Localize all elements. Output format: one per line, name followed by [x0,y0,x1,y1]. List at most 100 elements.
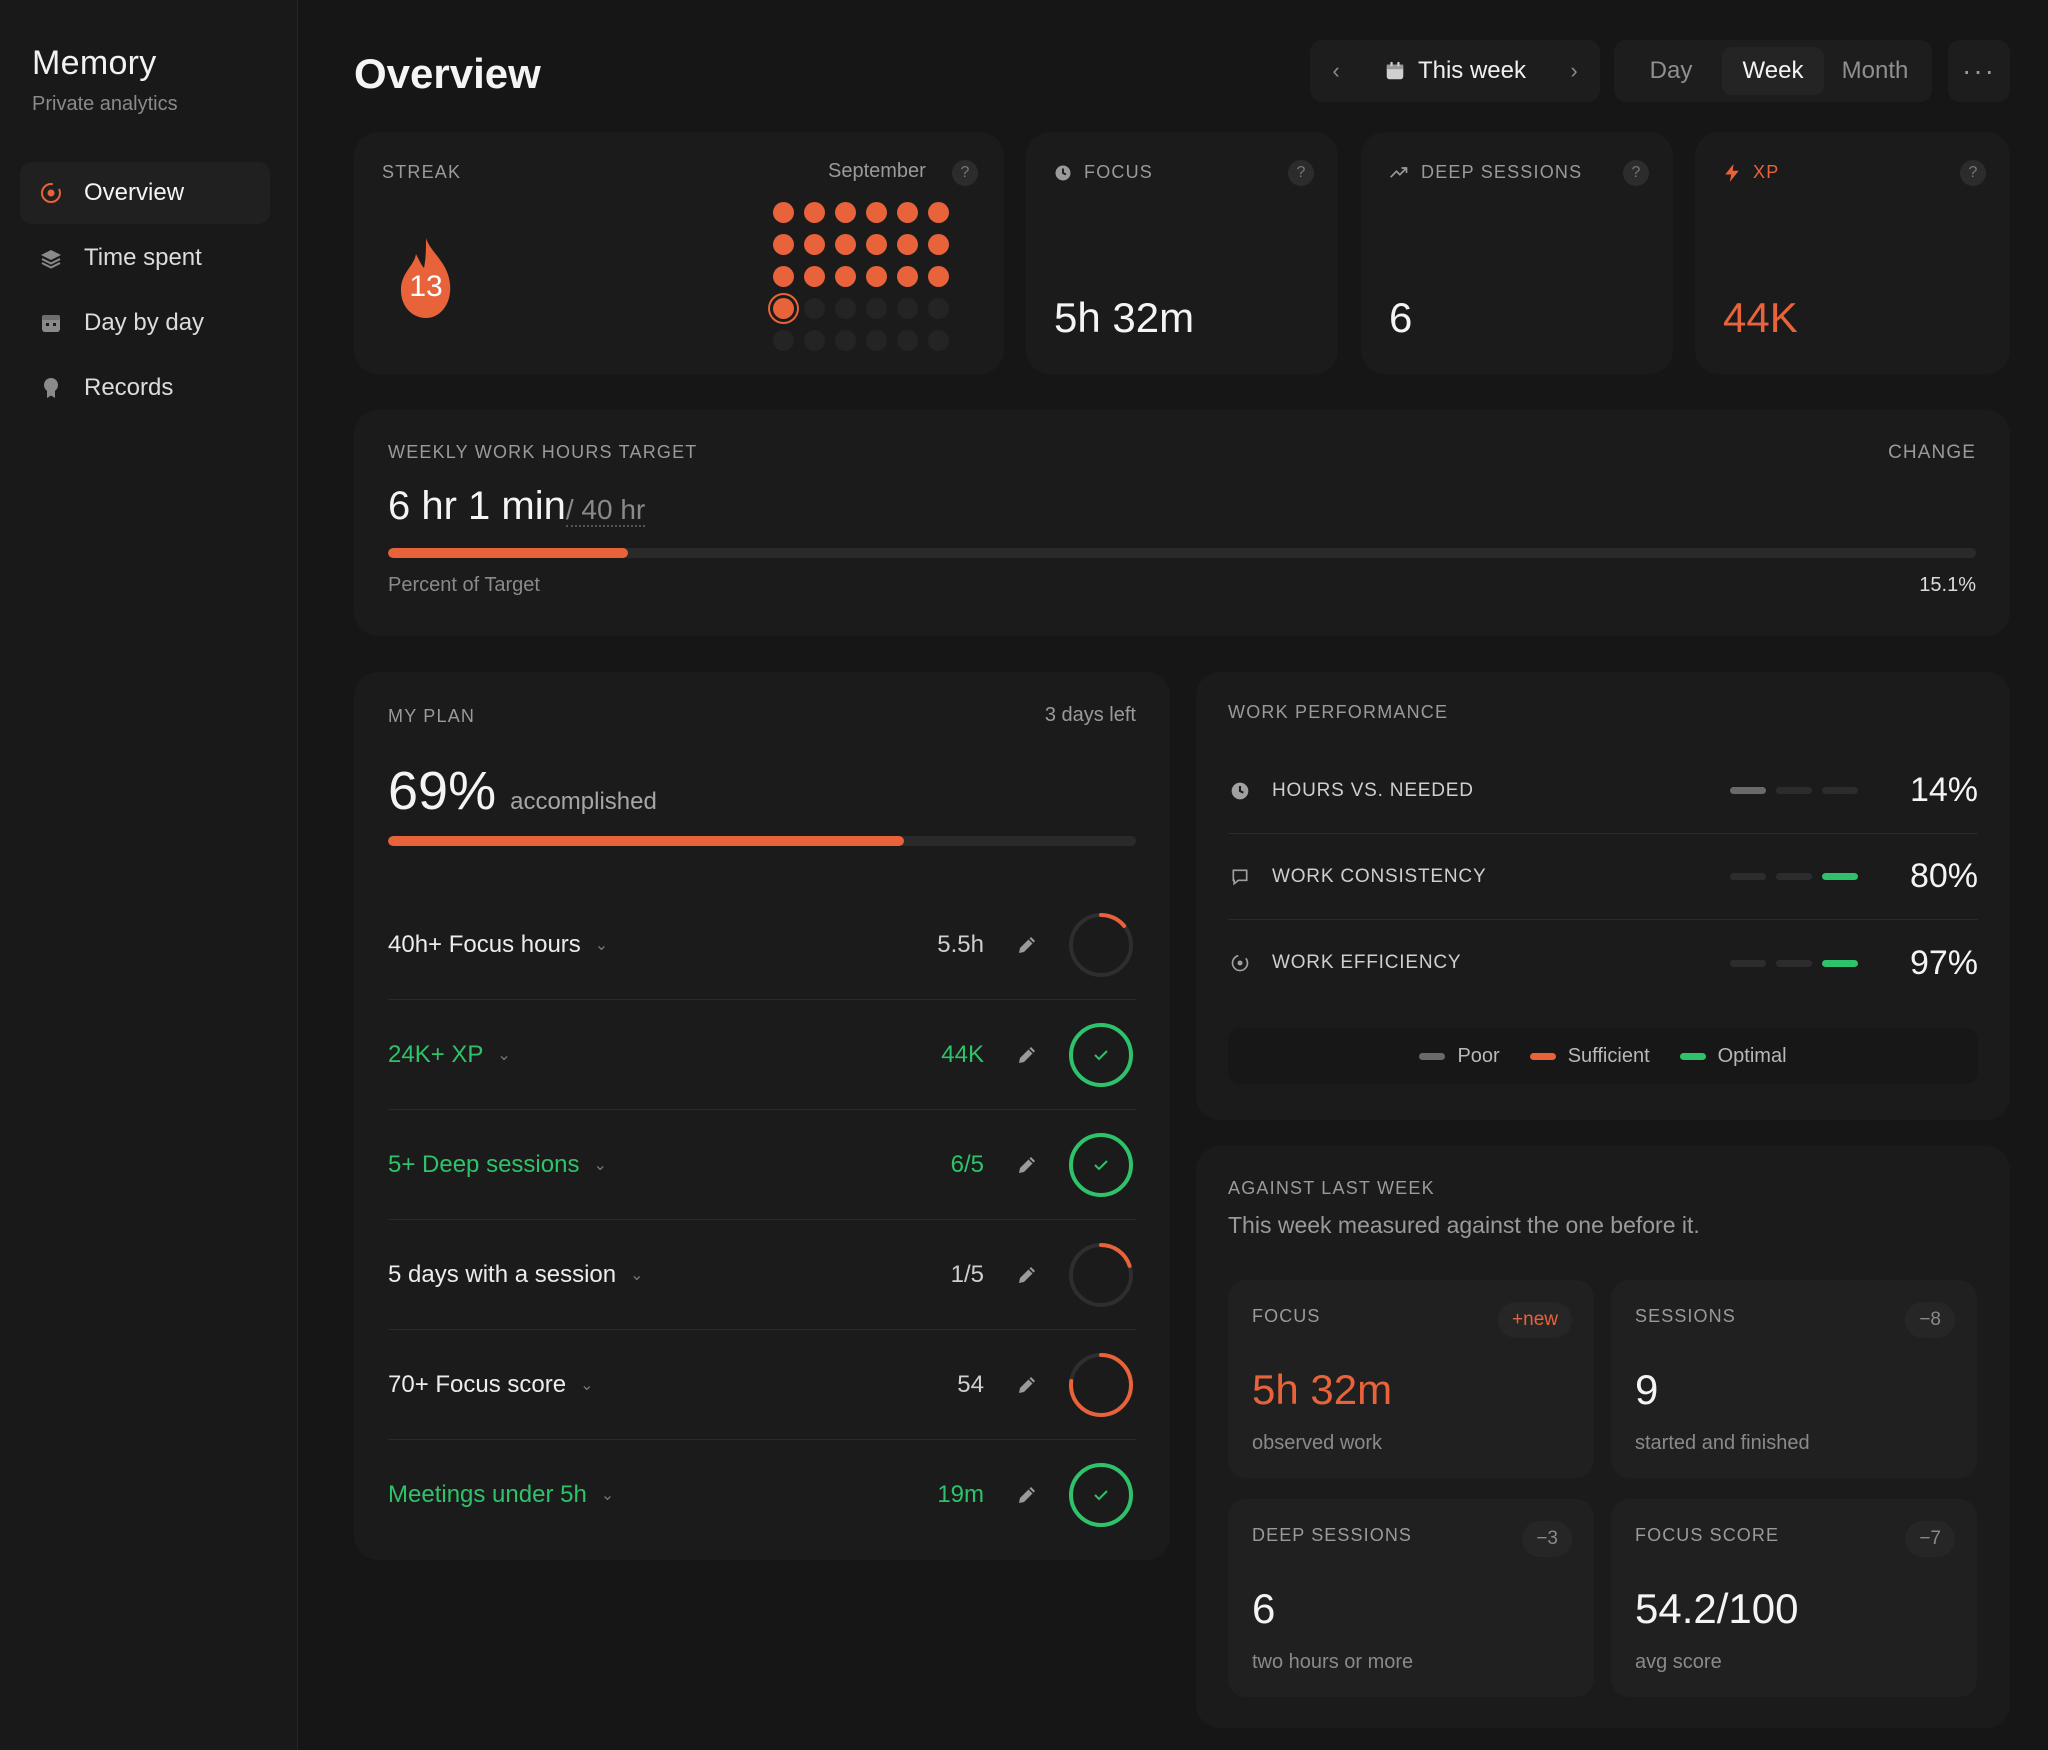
help-icon[interactable]: ? [952,160,978,186]
goal-name[interactable]: 70+ Focus score ⌄ [388,1371,594,1399]
pencil-icon[interactable] [1010,1148,1044,1182]
goal-progress-ring [1069,1132,1133,1197]
streak-day [773,202,794,223]
my-plan-card: MY PLAN 3 days left 69% accomplished 40h… [354,672,1170,1560]
goal-row: 5+ Deep sessions ⌄ 6/5 [388,1110,1136,1220]
xp-stat-card: XP ? 44K [1695,132,2010,374]
goal-row: Meetings under 5h ⌄ 19m [388,1440,1136,1550]
goal-value: 1/5 [950,1260,984,1288]
tile-label: DEEP SESSIONS [1252,1525,1413,1545]
legend-swatch [1679,1052,1706,1060]
goal-progress-ring [1069,912,1133,977]
performance-value: 97% [1909,943,1978,982]
comparison-tile-focus-score: FOCUS SCORE −7 54.2/100 avg score [1611,1499,1977,1697]
streak-day [773,330,794,351]
target-icon [38,180,64,206]
goal-name[interactable]: 40h+ Focus hours ⌄ [388,931,608,959]
goal-progress-ring [1069,1463,1133,1527]
goal-name-text: Meetings under 5h [388,1481,587,1508]
range-day-tab[interactable]: Day [1649,57,1693,84]
change-target-button[interactable]: CHANGE [1888,442,1976,463]
plan-days-left: 3 days left [1044,704,1136,726]
goal-row: 24K+ XP ⌄ 44K [388,1000,1136,1110]
legend-label: Optimal [1717,1044,1787,1067]
comparison-tile-focus: FOCUS +new 5h 32m observed work [1228,1280,1594,1478]
stat-value: 6 [1389,294,1413,341]
pencil-icon[interactable] [1010,1038,1044,1072]
sidebar-item-label: Overview [84,179,185,206]
stat-header: XP [1723,162,1779,183]
sidebar-item-label: Records [84,374,174,401]
target-hours: 6 hr 1 min [388,484,566,528]
chevron-down-icon: ⌄ [580,1376,594,1394]
target-label: WEEKLY WORK HOURS TARGET [388,442,698,462]
help-icon[interactable]: ? [1288,160,1314,186]
more-options-button[interactable]: ··· [1948,40,2010,102]
help-icon[interactable]: ? [1623,160,1649,186]
performance-value: 14% [1909,771,1978,809]
trend-up-icon [1390,166,1408,178]
tile-sub: started and finished [1635,1432,1810,1454]
pencil-icon[interactable] [1010,928,1044,962]
streak-days: 13 [409,270,443,303]
comparison-description: This week measured against the one befor… [1228,1212,1700,1238]
streak-label: STREAK [382,162,462,182]
streak-day [866,298,887,319]
performance-name: WORK CONSISTENCY [1272,865,1487,887]
goal-value: 44K [941,1040,984,1068]
target-percent: 15.1% [1919,574,1976,596]
streak-day [928,234,949,255]
streak-day [928,298,949,319]
streak-day [804,266,825,287]
range-month-tab[interactable]: Month [1841,57,1909,84]
level-pill [1822,787,1858,794]
streak-day [835,266,856,287]
focus-stat-card: FOCUS ? 5h 32m [1026,132,1338,374]
legend-label: Sufficient [1567,1044,1650,1067]
chevron-left-icon[interactable]: ‹ [1332,58,1340,83]
comparison-tile-sessions: SESSIONS −8 9 started and finished [1611,1280,1977,1478]
goal-name[interactable]: Meetings under 5h ⌄ [388,1481,614,1509]
plan-percent-value: 69% [388,761,497,821]
goal-name[interactable]: 5 days with a session ⌄ [388,1261,644,1289]
streak-day [928,202,949,223]
goal-name[interactable]: 5+ Deep sessions ⌄ [388,1151,607,1179]
plan-percent-note: accomplished [510,788,657,815]
streak-day [897,298,918,319]
streak-day [773,266,794,287]
legend-swatch [1419,1052,1446,1060]
tile-value: 6 [1252,1585,1276,1632]
period-picker[interactable]: This week [1362,57,1548,85]
target-value: 6 hr 1 min/ 40 hr [388,484,646,529]
legend-item-poor: Poor [1419,1045,1500,1068]
streak-day [897,202,918,223]
tile-badge: −8 [1905,1302,1955,1338]
help-icon[interactable]: ? [1960,160,1986,186]
sidebar-item-day-by-day[interactable]: Day by day [20,292,270,354]
tile-badge: +new [1498,1302,1572,1338]
streak-day [835,298,856,319]
level-pill [1730,787,1766,794]
work-performance-card: WORK PERFORMANCE HOURS VS. NEEDED 14% WO… [1196,672,2010,1120]
sidebar-item-overview[interactable]: Overview [20,162,270,224]
plan-label: MY PLAN [388,706,476,726]
streak-day [897,234,918,255]
streak-day [897,330,918,351]
sidebar-item-time-spent[interactable]: Time spent [20,227,270,289]
sidebar-item-records[interactable]: Records [20,357,270,419]
goal-progress-ring [1069,1352,1133,1417]
stat-header: FOCUS [1054,162,1153,183]
pencil-icon[interactable] [1010,1258,1044,1292]
range-week-tab[interactable]: Week [1722,47,1824,95]
goal-name-text: 40h+ Focus hours [388,930,581,958]
tile-sub: avg score [1635,1651,1722,1673]
calendar-icon [1386,61,1404,80]
sidebar-item-label: Day by day [84,309,205,336]
pencil-icon[interactable] [1010,1478,1044,1512]
goal-name[interactable]: 24K+ XP ⌄ [388,1041,511,1069]
chat-icon [1228,865,1252,889]
chevron-right-icon[interactable]: › [1570,58,1578,83]
pencil-icon[interactable] [1010,1368,1044,1402]
goal-list: 40h+ Focus hours ⌄ 5.5h 24K+ XP ⌄ 44K 5+ Deep … [388,890,1136,1550]
stat-value: 5h 32m [1054,294,1195,341]
